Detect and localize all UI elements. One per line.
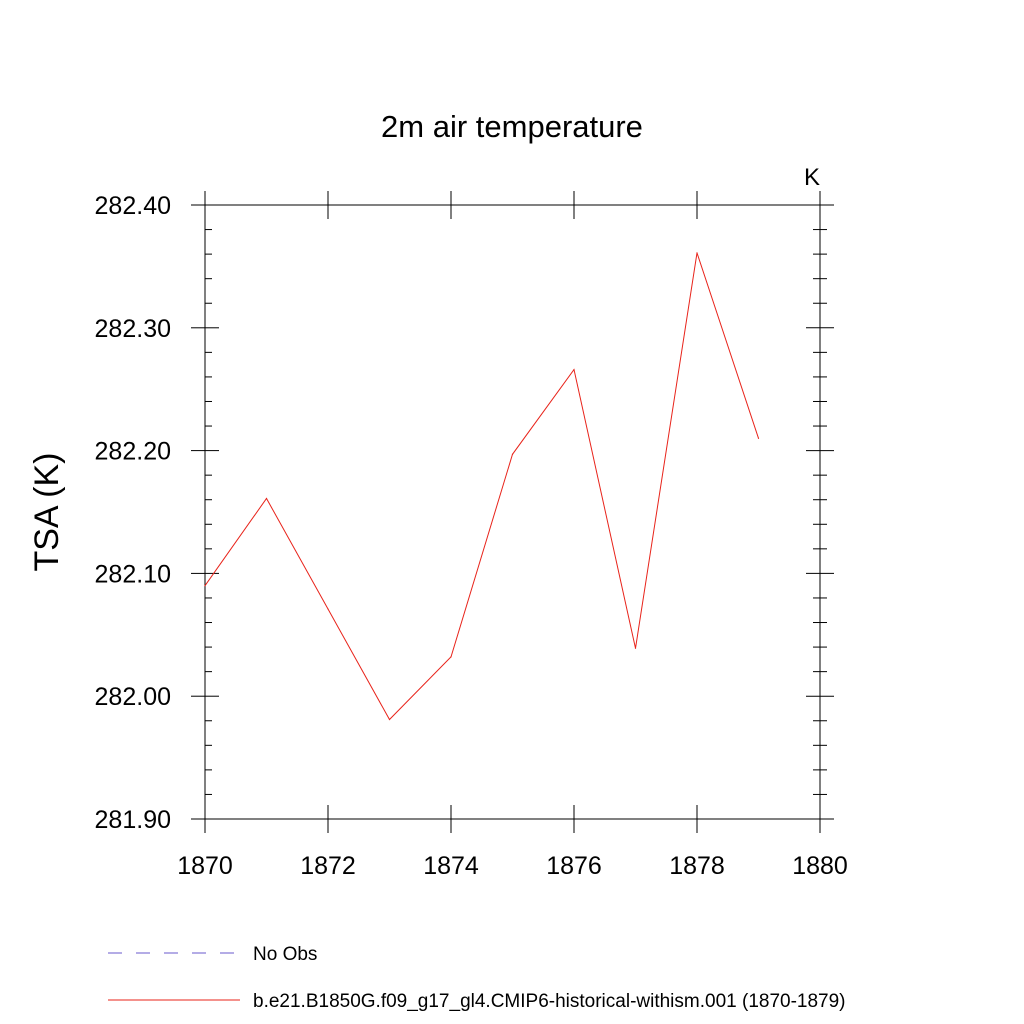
- y-tick-label: 281.90: [95, 806, 171, 834]
- data-point: [450, 656, 452, 658]
- y-tick-label: 282.30: [95, 315, 171, 343]
- x-tick-labels: 1870 1872 1874 1876 1878 1880: [177, 852, 848, 880]
- data-point: [204, 585, 206, 587]
- data-point: [265, 497, 268, 500]
- x-tick-label: 1874: [423, 852, 479, 880]
- data-point: [388, 718, 391, 721]
- y-tick-label: 282.00: [95, 683, 171, 711]
- data-point: [634, 647, 637, 649]
- series-line: [204, 252, 759, 721]
- legend-label-no-obs: No Obs: [253, 944, 317, 965]
- units-label: K: [804, 164, 820, 191]
- series-layer: [204, 252, 760, 721]
- data-point: [757, 437, 760, 439]
- y-tick-labels: 281.90 282.00 282.10 282.20 282.30 282.40: [95, 192, 171, 834]
- data-point: [573, 368, 575, 371]
- x-tick-label: 1878: [669, 852, 725, 880]
- y-tick-label: 282.40: [95, 192, 171, 220]
- data-point: [696, 252, 698, 254]
- x-tick-label: 1880: [792, 852, 848, 880]
- legend-label-model: b.e21.B1850G.f09_g17_gl4.CMIP6-historica…: [253, 991, 846, 1012]
- y-tick-label: 282.20: [95, 438, 171, 466]
- x-tick-label: 1876: [546, 852, 602, 880]
- x-tick-label: 1872: [300, 852, 356, 880]
- chart-title: 2m air temperature: [381, 109, 643, 144]
- data-point: [327, 608, 329, 610]
- axis-ticks: [191, 191, 834, 833]
- data-point: [511, 453, 514, 455]
- x-tick-label: 1870: [177, 852, 233, 880]
- y-axis-label: TSA (K): [28, 452, 66, 571]
- y-tick-label: 282.10: [95, 560, 171, 588]
- plot-frame: [204, 204, 821, 820]
- legend: No Obs b.e21.B1850G.f09_g17_gl4.CMIP6-hi…: [108, 944, 846, 1012]
